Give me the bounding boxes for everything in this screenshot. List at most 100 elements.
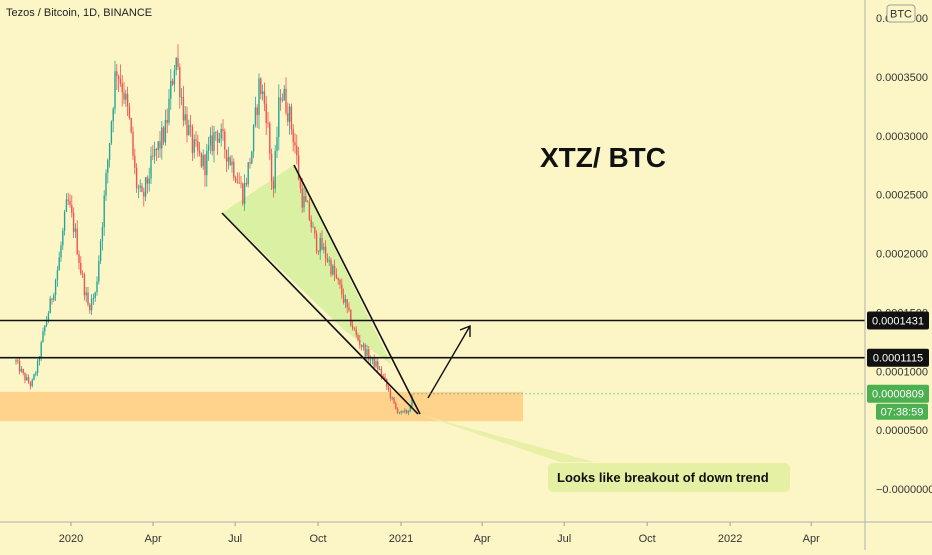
candle-body [44,325,46,332]
y-tick-label: 0.0003500 [876,72,928,84]
candle-body [377,361,379,370]
candle-body [391,397,393,399]
candle-body [153,148,156,157]
candle-body [353,328,356,330]
candle-body [26,377,28,381]
candle-body [348,307,350,311]
candle-body [378,369,381,370]
candle-body [411,396,413,408]
currency-badge-label: BTC [890,9,912,21]
candle-body [89,304,91,311]
candle-body [114,71,116,109]
candle-body [366,349,368,356]
candle-body [299,179,302,189]
candle-body [159,141,161,149]
candle-body [108,143,111,160]
candle-body [326,258,329,262]
y-tick-label: 0.0003000 [876,131,928,143]
candle-body [315,233,318,252]
candle-body [78,254,80,263]
candle-body [332,265,334,275]
candle-body [49,298,51,314]
candle-body [71,205,73,213]
candle-body [107,159,109,173]
candle-body [166,119,168,123]
candle-body [112,108,114,122]
candle-body [33,374,35,380]
candle-body [350,310,352,326]
candle-body [150,155,152,179]
level-price-label-bg [867,311,929,330]
candle-body [220,129,222,139]
candle-body [227,157,230,162]
candle-body [357,334,359,340]
candle-body [99,241,102,262]
candle-body [252,125,255,152]
candle-body [72,212,75,232]
candle-body [40,342,42,359]
candle-body [328,260,330,262]
candle-body [180,96,183,98]
candle-body [135,167,138,189]
candle-body [297,155,300,180]
candle-body [323,246,325,250]
candle-body [164,119,167,143]
candle-body [130,117,132,133]
candle-body [272,180,275,189]
callout-box[interactable]: Looks like breakout of down trend [548,463,790,492]
candle-body [389,389,392,398]
y-tick-label: 0.0001000 [876,366,928,378]
candle-body [17,360,19,362]
candle-body [197,141,199,151]
candle-body [222,129,224,132]
candle-body [283,88,285,100]
candle-body [360,344,363,347]
candle-body [305,195,307,202]
candle-body [193,139,195,153]
candle-body [148,178,150,184]
candle-body [202,155,204,167]
candle-body [301,188,303,208]
candle-body [128,106,131,118]
candle-body [83,274,86,296]
candle-body [81,273,84,275]
currency-badge-frame [886,4,916,23]
currency-badge[interactable]: BTC [886,4,916,23]
candle-body [198,150,201,154]
candle-body [270,153,273,181]
candle-body [337,278,339,280]
candle-body [364,344,366,356]
support-zone [0,391,523,422]
level-price-label-bg [867,348,929,367]
candle-body [179,67,181,98]
candle-body [110,121,113,144]
candle-body [238,182,240,184]
x-tick-label: Jul [228,533,242,545]
candle-body [184,114,186,121]
candle-body [54,280,57,295]
candle-body [186,114,188,136]
candle-body [359,339,361,345]
candle-body [231,161,233,166]
candle-body [240,183,242,185]
candle-body [306,201,309,203]
candle-body [339,279,341,285]
candle-body [58,257,60,271]
candle-body [225,149,228,162]
candle-body [362,344,365,347]
callout-pointer [418,414,594,462]
x-tick-label: Apr [474,533,491,545]
candle-body [62,230,64,246]
last-price-label-bg [867,384,929,403]
candle-body [265,103,267,124]
candle-body [236,181,239,183]
x-tick-label: Jul [557,533,571,545]
labels-layer: 0.0001431 0.0001115 0.0000809 07:38:59 [867,311,929,420]
candle-body [65,199,68,212]
candle-body [373,357,375,367]
candle-body [38,358,41,362]
candle-body [303,195,305,208]
candle-body [233,161,235,178]
